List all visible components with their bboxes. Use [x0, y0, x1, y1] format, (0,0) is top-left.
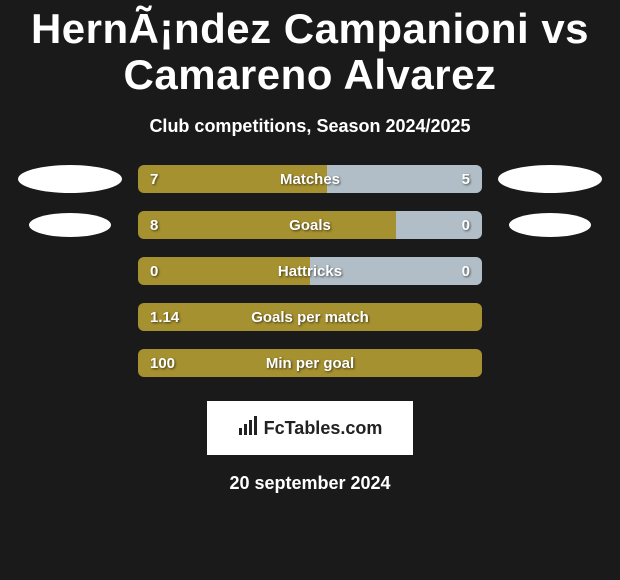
stat-row: 75Matches	[0, 165, 620, 193]
stat-row: 00Hattricks	[0, 257, 620, 285]
logo-text: FcTables.com	[264, 418, 383, 439]
stat-label: Matches	[138, 165, 482, 193]
stat-label: Goals	[138, 211, 482, 239]
player-right-bubble	[509, 213, 591, 237]
logo-box: FcTables.com	[207, 401, 413, 455]
date-text: 20 september 2024	[0, 473, 620, 494]
stat-row: 1.14Goals per match	[0, 303, 620, 331]
bar-chart-icon	[238, 416, 260, 441]
stat-row: 100Min per goal	[0, 349, 620, 377]
stat-label: Min per goal	[138, 349, 482, 377]
player-right-bubble	[498, 165, 602, 193]
stat-bar: 1.14Goals per match	[138, 303, 482, 331]
page-title: HernÃ¡ndez Campanioni vs Camareno Alvare…	[0, 0, 620, 98]
subtitle: Club competitions, Season 2024/2025	[0, 116, 620, 137]
player-left-bubble	[29, 213, 111, 237]
stat-row: 80Goals	[0, 211, 620, 239]
stat-label: Hattricks	[138, 257, 482, 285]
stats-container: 75Matches 80Goals 00Hattricks 1.14Goals per…	[0, 165, 620, 377]
stat-bar: 00Hattricks	[138, 257, 482, 285]
stat-bar: 80Goals	[138, 211, 482, 239]
stat-label: Goals per match	[138, 303, 482, 331]
player-left-bubble	[18, 165, 122, 193]
stat-bar: 75Matches	[138, 165, 482, 193]
stat-bar: 100Min per goal	[138, 349, 482, 377]
